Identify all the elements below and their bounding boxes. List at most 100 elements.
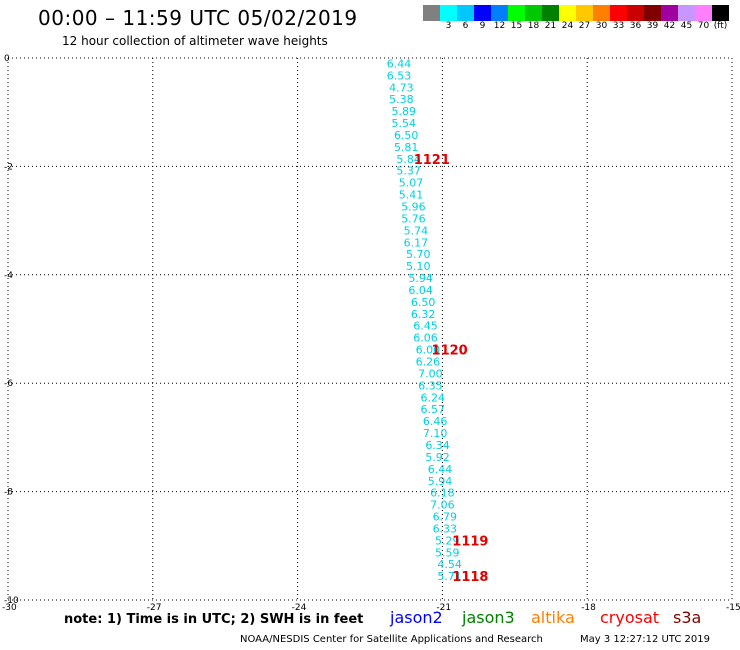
x-tick-label: -18 (581, 603, 596, 613)
data-point-label: 4.73 (389, 81, 414, 94)
legend-label: 33 (612, 21, 625, 31)
legend-label: 12 (493, 21, 506, 31)
data-point-label: 5.74 (404, 224, 429, 237)
data-point-label: 5.76 (401, 212, 426, 225)
data-point-label: 5.70 (406, 248, 431, 261)
legend-label: 3 (445, 21, 452, 31)
data-point-label: 6.50 (394, 129, 419, 142)
data-point-label: 6.44 (428, 463, 453, 476)
x-tick-label: -24 (292, 603, 307, 613)
data-point-label: 6.34 (425, 439, 450, 452)
y-tick-label: -10 (4, 596, 19, 606)
data-point-label: 6.04 (408, 284, 433, 297)
legend-swatch (661, 5, 678, 21)
data-point-label: 6.00 (416, 344, 441, 357)
satellite-label-jason2: jason2 (390, 608, 443, 627)
legend-swatch (695, 5, 712, 21)
footer-note: note: 1) Time is in UTC; 2) SWH is in fe… (64, 612, 364, 627)
data-point-label: 5.29 (435, 534, 460, 547)
legend-swatch (627, 5, 644, 21)
legend-label: 45 (680, 21, 693, 31)
color-legend: 3 6 9 12 15 18 21 24 27 30 33 36 39 42 45 70 (ft) (423, 5, 729, 31)
pass-id-annotation: 1120 (432, 344, 468, 359)
legend-swatch (423, 5, 440, 21)
legend-label: 9 (479, 21, 486, 31)
data-point-label: 5.07 (399, 177, 424, 190)
generated-timestamp: May 3 12:27:12 UTC 2019 (580, 634, 710, 645)
legend-label: 70 (697, 21, 710, 31)
data-point-label: 5.92 (425, 451, 450, 464)
data-point-label: 6.57 (420, 403, 445, 416)
x-tick-label: -30 (2, 603, 17, 613)
legend-swatch (542, 5, 559, 21)
y-tick-label: -6 (4, 379, 13, 389)
legend-swatch (491, 5, 508, 21)
data-point-label: 6.32 (411, 308, 436, 321)
data-point-label: 6.79 (433, 511, 458, 524)
satellite-label-jason3: jason3 (462, 608, 515, 627)
y-tick-label: -4 (4, 271, 13, 281)
legend-swatch (457, 5, 474, 21)
data-point-label: 6.18 (430, 487, 455, 500)
data-point-label: 6.45 (413, 320, 438, 333)
pass-id-annotation: 1118 (452, 570, 488, 585)
legend-swatch (559, 5, 576, 21)
legend-label: 18 (527, 21, 540, 31)
legend-swatch (644, 5, 661, 21)
data-point-label: 6.17 (404, 236, 429, 249)
legend-label: 39 (646, 21, 659, 31)
legend-swatch (440, 5, 457, 21)
data-point-label: 5.89 (392, 105, 417, 118)
data-point-label: 6.26 (416, 356, 441, 369)
satellite-label-altika: altika (531, 608, 575, 627)
y-tick-label: 0 (4, 54, 10, 64)
data-point-label: 5.94 (408, 272, 433, 285)
data-point-label: 6.46 (423, 415, 448, 428)
data-point-label: 5.37 (396, 165, 421, 178)
data-point-label: 5.38 (389, 93, 414, 106)
legend-swatch (576, 5, 593, 21)
legend-swatch (593, 5, 610, 21)
data-point-label: 6.53 (387, 69, 412, 82)
legend-label: 24 (561, 21, 574, 31)
legend-label: 30 (595, 21, 608, 31)
data-point-label: 5.81 (394, 141, 419, 154)
data-point-label: 5.54 (392, 117, 417, 130)
satellite-label-cryosat: cryosat (600, 608, 660, 627)
data-point-label: 7.06 (430, 499, 455, 512)
x-tick-label: -27 (147, 603, 162, 613)
legend-swatch (508, 5, 525, 21)
data-point-label: 6.50 (411, 296, 436, 309)
data-point-label: 5.71 (437, 570, 462, 583)
data-point-label: 7.10 (423, 427, 448, 440)
chart-subtitle: 12 hour collection of altimeter wave hei… (62, 34, 328, 48)
legend-label: 42 (663, 21, 676, 31)
legend-label: 27 (578, 21, 591, 31)
x-tick-label: -15 (726, 603, 740, 613)
data-point-label: 6.44 (387, 57, 412, 70)
legend-swatches (423, 5, 729, 21)
data-point-label: 5.96 (401, 201, 426, 214)
chart-title: 00:00 – 11:59 UTC 05/02/2019 (38, 6, 358, 30)
data-point-label: 5.94 (428, 475, 453, 488)
y-tick-label: -8 (4, 488, 13, 498)
legend-labels: 3 6 9 12 15 18 21 24 27 30 33 36 39 42 45 70 (ft) (423, 21, 729, 31)
legend-label: (ft) (713, 21, 728, 31)
legend-swatch (712, 5, 729, 21)
data-point-label: 6.35 (418, 379, 443, 392)
legend-label: 6 (462, 21, 469, 31)
data-point-label: 5.59 (435, 546, 460, 559)
legend-swatch (678, 5, 695, 21)
data-point-label: 6.06 (413, 332, 438, 345)
pass-id-annotation: 1121 (414, 153, 450, 168)
legend-label: 36 (629, 21, 642, 31)
x-tick-label: -21 (436, 603, 451, 613)
data-point-label: 5.41 (399, 189, 424, 202)
data-point-label: 5.10 (406, 260, 431, 273)
pass-id-annotation: 1119 (452, 534, 488, 549)
data-point-label: 7.00 (418, 367, 443, 380)
legend-swatch (610, 5, 627, 21)
legend-label: 21 (544, 21, 557, 31)
credit-line: NOAA/NESDIS Center for Satellite Applica… (240, 634, 543, 645)
